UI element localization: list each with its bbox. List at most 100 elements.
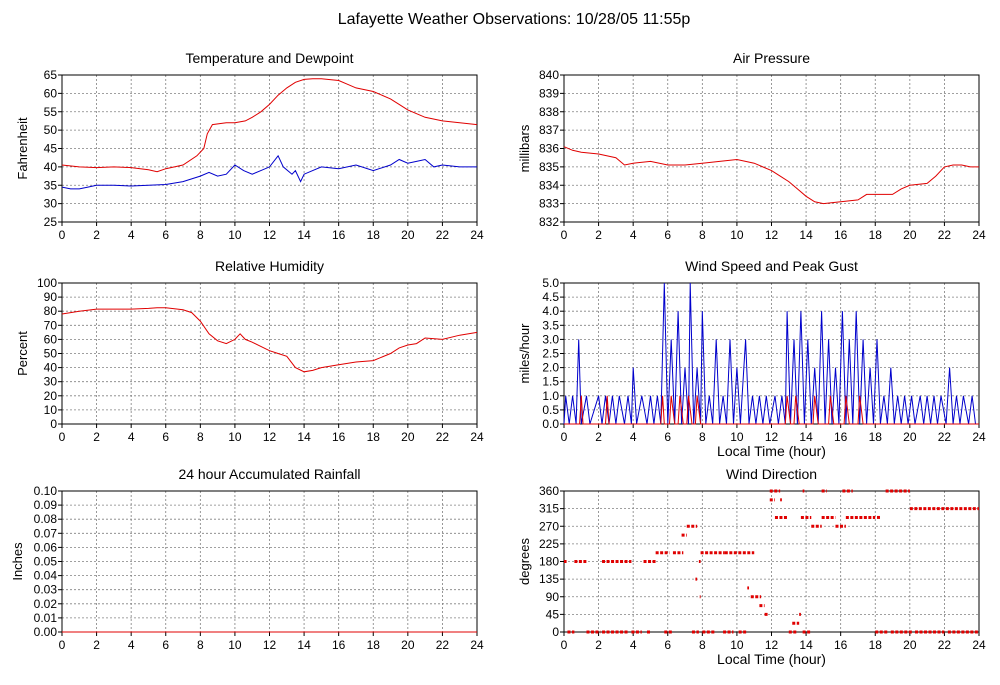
x-tick-label: 10: [730, 638, 744, 652]
y-tick-label: 839: [539, 86, 559, 100]
chart-title: Wind Direction: [726, 466, 817, 482]
x-tick-label: 22: [436, 638, 450, 652]
x-axis-label: Local Time (hour): [717, 443, 826, 459]
x-tick-label: 24: [972, 430, 986, 444]
series-line-red: [564, 395, 979, 425]
x-tick-label: 20: [903, 430, 917, 444]
x-tick-label: 0: [561, 430, 568, 444]
x-tick-label: 14: [297, 430, 311, 444]
y-tick-label: 0.5: [542, 403, 559, 417]
y-tick-label: 0.03: [34, 583, 58, 597]
x-tick-label: 22: [938, 638, 952, 652]
x-tick-label: 14: [297, 228, 311, 242]
page-title: Lafayette Weather Observations: 10/28/05…: [338, 11, 691, 28]
x-tick-label: 0: [561, 228, 568, 242]
y-tick-label: 35: [44, 178, 58, 192]
x-tick-label: 2: [93, 638, 100, 652]
chart-title: Relative Humidity: [215, 258, 324, 274]
x-tick-label: 16: [834, 638, 848, 652]
y-tick-label: 40: [44, 160, 58, 174]
x-tick-label: 16: [332, 228, 346, 242]
y-tick-label: 840: [539, 68, 559, 82]
x-tick-label: 22: [436, 228, 450, 242]
y-tick-label: 0: [50, 417, 57, 431]
x-tick-label: 20: [401, 638, 415, 652]
y-tick-label: 270: [539, 519, 559, 533]
x-tick-label: 4: [128, 430, 135, 444]
y-tick-label: 10: [44, 403, 58, 417]
y-tick-label: 180: [539, 555, 559, 569]
x-tick-label: 18: [367, 638, 381, 652]
y-tick-label: 60: [44, 332, 58, 346]
y-tick-label: 0.09: [34, 498, 58, 512]
x-tick-label: 4: [630, 638, 637, 652]
y-tick-label: 834: [539, 178, 559, 192]
y-axis-label: Inches: [10, 542, 25, 581]
x-tick-label: 14: [297, 638, 311, 652]
x-tick-label: 6: [162, 228, 169, 242]
y-tick-label: 50: [44, 347, 58, 361]
x-axis-label: Local Time (hour): [717, 651, 826, 667]
x-tick-label: 16: [834, 228, 848, 242]
x-tick-label: 2: [93, 430, 100, 444]
x-tick-label: 0: [59, 228, 66, 242]
y-tick-label: 835: [539, 160, 559, 174]
y-tick-label: 2.5: [542, 347, 559, 361]
y-tick-label: 0.04: [34, 569, 58, 583]
x-tick-label: 14: [799, 638, 813, 652]
y-tick-label: 4.5: [542, 290, 559, 304]
x-tick-label: 24: [470, 430, 484, 444]
x-tick-label: 12: [263, 228, 277, 242]
x-tick-label: 24: [972, 638, 986, 652]
x-tick-label: 6: [162, 430, 169, 444]
x-tick-label: 8: [699, 430, 706, 444]
y-axis-label: degrees: [517, 538, 532, 585]
x-tick-label: 8: [197, 228, 204, 242]
y-tick-label: 3.5: [542, 318, 559, 332]
y-tick-label: 70: [44, 318, 58, 332]
x-tick-label: 10: [730, 228, 744, 242]
x-tick-label: 2: [595, 638, 602, 652]
y-tick-label: 30: [44, 375, 58, 389]
x-tick-label: 14: [799, 430, 813, 444]
y-tick-label: 0.0: [542, 417, 559, 431]
y-tick-label: 135: [539, 572, 559, 586]
x-tick-label: 8: [699, 228, 706, 242]
y-axis-label: Percent: [15, 331, 30, 376]
y-axis-label: Fahrenheit: [15, 117, 30, 180]
y-tick-label: 0: [552, 625, 559, 639]
series-line-blue: [563, 282, 979, 425]
y-axis-label: millibars: [517, 124, 532, 172]
series-line-red: [563, 146, 979, 205]
x-tick-label: 12: [765, 430, 779, 444]
y-tick-label: 55: [44, 105, 58, 119]
y-tick-label: 0.08: [34, 512, 58, 526]
x-tick-label: 16: [332, 430, 346, 444]
y-tick-label: 0.00: [34, 625, 58, 639]
series-line-red: [61, 307, 478, 373]
x-tick-label: 2: [93, 228, 100, 242]
y-tick-label: 1.5: [542, 375, 559, 389]
y-tick-label: 100: [37, 276, 57, 290]
x-tick-label: 18: [869, 430, 883, 444]
x-tick-label: 18: [367, 228, 381, 242]
x-tick-label: 8: [197, 638, 204, 652]
x-tick-label: 8: [197, 430, 204, 444]
x-tick-label: 18: [869, 638, 883, 652]
y-axis-label: miles/hour: [517, 323, 532, 384]
x-tick-label: 12: [263, 638, 277, 652]
x-tick-label: 22: [938, 430, 952, 444]
y-tick-label: 0.06: [34, 540, 58, 554]
x-tick-label: 22: [436, 430, 450, 444]
y-tick-label: 60: [44, 86, 58, 100]
y-tick-label: 45: [44, 142, 58, 156]
y-tick-label: 30: [44, 197, 58, 211]
x-tick-label: 20: [903, 228, 917, 242]
y-tick-label: 90: [44, 290, 58, 304]
x-tick-label: 0: [59, 430, 66, 444]
x-tick-label: 18: [367, 430, 381, 444]
